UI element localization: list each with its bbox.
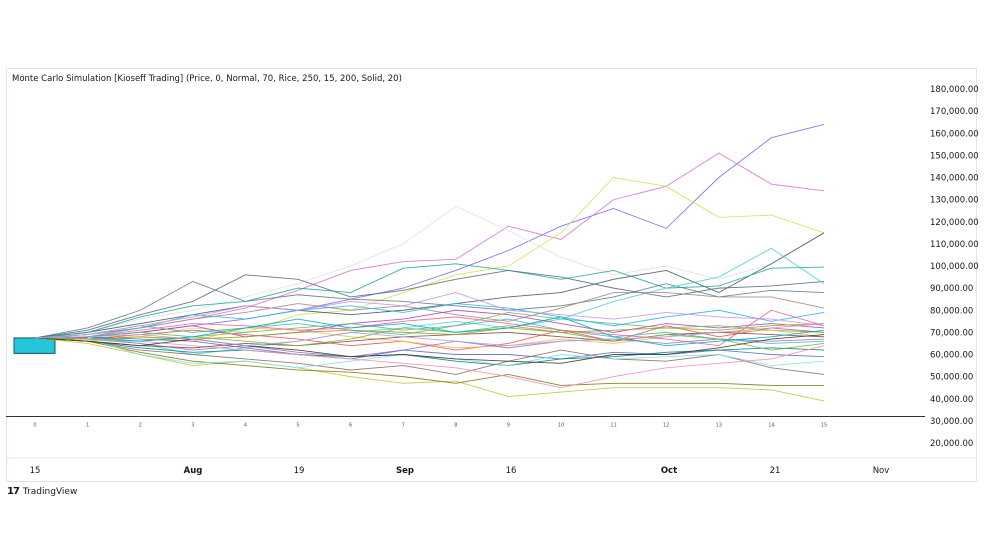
simulation-path [34,247,825,355]
simulation-path [34,269,825,339]
y-tick-label: 130,000.00 [930,196,979,206]
step-tick-label: 13 [716,422,722,428]
simulation-path [34,292,825,339]
simulation-path [34,232,825,339]
simulation-path [34,263,825,339]
step-tick-label: 10 [558,422,564,428]
simulation-path [34,123,825,339]
step-tick-label: 6 [349,422,352,428]
tradingview-logo[interactable]: 17 TradingView [7,486,77,497]
simulation-path [34,280,825,339]
date-tick-label: Aug [184,466,203,476]
date-tick-label: 21 [770,466,781,476]
y-tick-label: 100,000.00 [930,262,979,272]
y-tick-label: 120,000.00 [930,218,979,228]
price-bar [13,337,56,354]
y-tick-label: 50,000.00 [930,373,973,383]
step-tick-label: 7 [402,422,405,428]
tradingview-logo-text: TradingView [22,486,78,497]
y-tick-label: 60,000.00 [930,351,973,361]
simulation-path [34,334,825,364]
y-tick-label: 150,000.00 [930,151,979,161]
simulation-path [34,205,825,339]
date-tick-label: 16 [506,466,517,476]
simulation-path [34,316,825,347]
tradingview-logo-icon: 17 [7,486,20,497]
step-tick-label: 2 [139,422,142,428]
date-tick-label: Nov [873,466,890,476]
y-tick-label: 110,000.00 [930,240,979,250]
simulation-path [34,323,825,347]
date-tick-label: Sep [396,466,414,476]
y-tick-label: 170,000.00 [930,107,979,117]
simulation-path [34,336,825,360]
y-tick-label: 160,000.00 [930,129,979,139]
y-tick-label: 180,000.00 [930,85,979,95]
y-tick-label: 40,000.00 [930,395,973,405]
step-tick-label: 8 [454,422,457,428]
step-tick-label: 1 [86,422,89,428]
step-tick-label: 3 [191,422,194,428]
simulation-path [34,309,825,347]
simulation-path [34,331,825,349]
date-tick-label: Oct [661,466,677,476]
y-tick-label: 30,000.00 [930,417,973,427]
chart-title: Monte Carlo Simulation [Kioseff Trading]… [12,74,402,84]
simulation-path [34,337,825,389]
y-tick-label: 70,000.00 [930,328,973,338]
simulation-path [34,337,825,375]
y-tick-label: 90,000.00 [930,284,973,294]
step-tick-label: 11 [610,422,616,428]
simulation-path [34,337,825,402]
step-tick-label: 5 [296,422,299,428]
chart-frame [6,68,977,482]
step-tick-label: 14 [768,422,774,428]
date-tick-label: 15 [30,466,41,476]
y-tick-label: 80,000.00 [930,306,973,316]
simulation-path [34,323,825,340]
step-tick-label: 4 [244,422,247,428]
y-tick-label: 20,000.00 [930,439,973,449]
step-tick-label: 0 [33,422,36,428]
y-tick-label: 140,000.00 [930,174,979,184]
step-tick-label: 12 [663,422,669,428]
step-tick-label: 9 [507,422,510,428]
step-tick-label: 15 [821,422,827,428]
date-tick-label: 19 [294,466,305,476]
simulation-path [34,337,824,386]
simulation-path [34,337,825,358]
simulation-path [34,292,825,339]
